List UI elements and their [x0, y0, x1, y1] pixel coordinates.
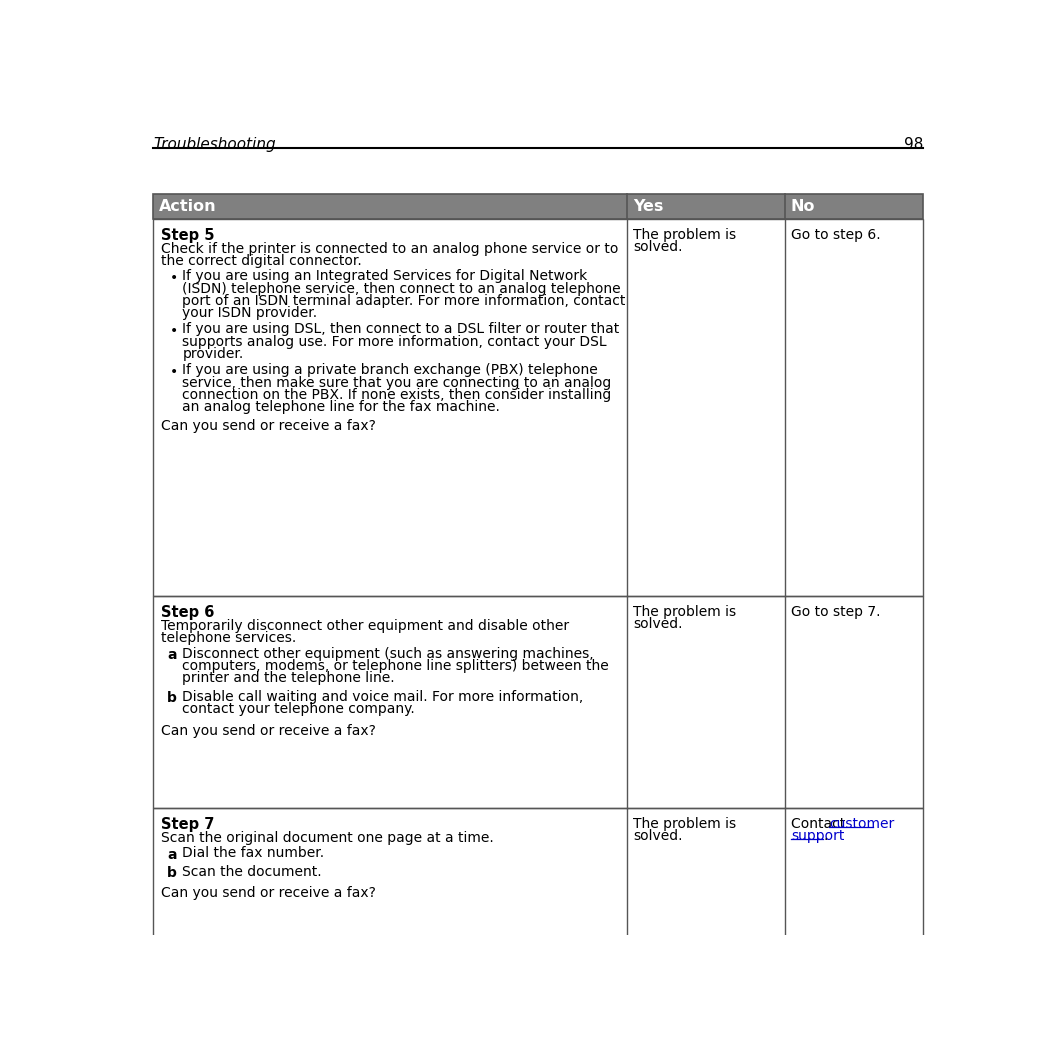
Bar — [153, 193, 923, 219]
Text: Check if the printer is connected to an analog phone service or to: Check if the printer is connected to an … — [161, 242, 618, 255]
Bar — [153, 193, 627, 219]
Text: Step 7: Step 7 — [161, 817, 214, 831]
Text: If you are using DSL, then connect to a DSL filter or router that: If you are using DSL, then connect to a … — [183, 323, 620, 336]
Text: support: support — [791, 829, 844, 843]
Text: Dial the fax number.: Dial the fax number. — [183, 846, 324, 860]
Text: If you are using a private branch exchange (PBX) telephone: If you are using a private branch exchan… — [183, 364, 598, 377]
Text: The problem is: The problem is — [633, 605, 736, 619]
Text: Disconnect other equipment (such as answering machines,: Disconnect other equipment (such as answ… — [183, 646, 594, 661]
Text: service, then make sure that you are connecting to an analog: service, then make sure that you are con… — [183, 375, 612, 390]
Bar — [153, 807, 923, 950]
Text: Can you send or receive a fax?: Can you send or receive a fax? — [161, 419, 376, 433]
Bar — [153, 596, 923, 807]
Text: Go to step 7.: Go to step 7. — [791, 605, 880, 619]
Text: 98: 98 — [904, 137, 923, 152]
Text: a: a — [167, 847, 176, 862]
Bar — [153, 596, 923, 807]
Text: Contact: Contact — [791, 817, 849, 830]
Bar — [153, 807, 923, 950]
Text: Scan the original document one page at a time.: Scan the original document one page at a… — [161, 830, 494, 845]
Text: Troubleshooting: Troubleshooting — [153, 137, 275, 152]
Text: Yes: Yes — [633, 199, 664, 213]
Text: Temporarily disconnect other equipment and disable other: Temporarily disconnect other equipment a… — [161, 619, 569, 633]
Text: Go to step 6.: Go to step 6. — [791, 228, 881, 242]
Text: an analog telephone line for the fax machine.: an analog telephone line for the fax mac… — [183, 400, 500, 414]
Text: •: • — [170, 324, 178, 338]
Text: your ISDN provider.: your ISDN provider. — [183, 306, 317, 321]
Text: supports analog use. For more information, contact your DSL: supports analog use. For more informatio… — [183, 335, 607, 349]
Text: •: • — [170, 365, 178, 378]
Text: b: b — [167, 866, 176, 880]
Text: The problem is: The problem is — [633, 228, 736, 242]
Text: No: No — [791, 199, 816, 213]
Text: printer and the telephone line.: printer and the telephone line. — [183, 672, 395, 685]
Text: solved.: solved. — [633, 829, 682, 843]
Text: (ISDN) telephone service, then connect to an analog telephone: (ISDN) telephone service, then connect t… — [183, 282, 621, 295]
Text: Step 6: Step 6 — [161, 605, 214, 620]
Text: provider.: provider. — [183, 347, 244, 362]
Bar — [153, 219, 923, 596]
Text: port of an ISDN terminal adapter. For more information, contact: port of an ISDN terminal adapter. For mo… — [183, 294, 626, 308]
Text: Action: Action — [160, 199, 216, 213]
Text: Step 5: Step 5 — [161, 228, 214, 243]
Text: •: • — [170, 271, 178, 285]
Text: .: . — [823, 829, 827, 843]
Text: telephone services.: telephone services. — [161, 632, 296, 645]
Text: a: a — [167, 648, 176, 662]
Bar — [153, 219, 923, 596]
Text: Disable call waiting and voice mail. For more information,: Disable call waiting and voice mail. For… — [183, 689, 584, 704]
Text: b: b — [167, 692, 176, 705]
Text: Scan the document.: Scan the document. — [183, 865, 322, 879]
Text: computers, modems, or telephone line splitters) between the: computers, modems, or telephone line spl… — [183, 659, 609, 673]
Text: contact your telephone company.: contact your telephone company. — [183, 702, 415, 716]
Text: Can you send or receive a fax?: Can you send or receive a fax? — [161, 724, 376, 738]
Text: If you are using an Integrated Services for Digital Network: If you are using an Integrated Services … — [183, 269, 588, 284]
Text: solved.: solved. — [633, 617, 682, 632]
Text: the correct digital connector.: the correct digital connector. — [161, 254, 361, 268]
Text: solved.: solved. — [633, 240, 682, 254]
Text: customer: customer — [828, 817, 894, 830]
Bar — [627, 193, 784, 219]
Text: Can you send or receive a fax?: Can you send or receive a fax? — [161, 886, 376, 900]
Bar — [784, 193, 923, 219]
Text: connection on the PBX. If none exists, then consider installing: connection on the PBX. If none exists, t… — [183, 388, 612, 401]
Text: The problem is: The problem is — [633, 817, 736, 830]
